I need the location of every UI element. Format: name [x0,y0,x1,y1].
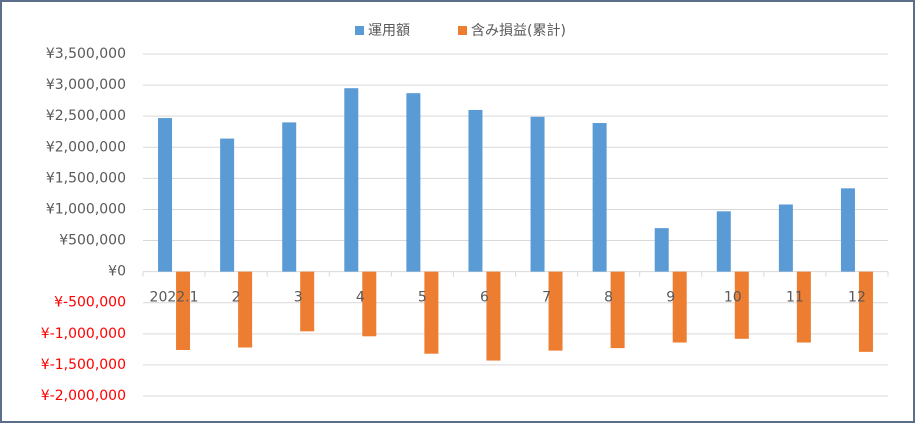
bar [406,93,421,272]
bar [734,271,749,339]
x-tick-label: 4 [356,290,365,306]
y-tick-label: ¥2,000,000 [46,139,126,155]
bar [716,211,731,272]
x-tick-label: 6 [480,290,489,306]
bar [548,271,563,351]
x-tick-label: 10 [724,290,742,306]
y-tick-label: ¥1,000,000 [46,201,126,217]
x-tick-label: 7 [542,290,551,306]
bar [362,271,377,337]
y-tick-label: ¥3,000,000 [46,77,126,93]
y-tick-label: ¥-500,000 [54,295,126,311]
y-tick-label: ¥3,500,000 [46,46,126,62]
legend-label: 含み損益(累計) [471,23,566,39]
bar [468,109,483,272]
bar [778,204,793,272]
bar [238,271,253,348]
x-tick-label: 2022.1 [150,290,199,306]
bar [300,271,315,332]
y-tick-label: ¥-1,000,000 [41,326,126,342]
x-tick-label: 8 [604,290,613,306]
legend-swatch [458,26,467,35]
x-tick-label: 9 [666,290,675,306]
legend-swatch [355,26,364,35]
y-tick-label: ¥1,500,000 [46,170,126,186]
y-tick-label: ¥2,500,000 [46,108,126,124]
bar [282,122,297,272]
bar [592,123,607,272]
bar [486,271,501,361]
x-tick-label: 3 [294,290,303,306]
bar [672,271,687,343]
legend-label: 運用額 [368,23,410,39]
bar [344,88,359,272]
bar [158,118,173,272]
bar [654,228,669,272]
y-tick-label: ¥-2,000,000 [41,388,126,404]
bar [176,271,191,350]
y-tick-label: ¥0 [108,264,126,280]
x-tick-label: 12 [848,290,866,306]
x-tick-label: 2 [232,290,241,306]
x-tick-label: 5 [418,290,427,306]
bar [220,138,235,272]
y-tick-label: ¥-1,500,000 [41,357,126,373]
bar [610,271,625,349]
bar [424,271,439,354]
bar [840,188,855,272]
bar [796,271,811,343]
bar [530,116,545,272]
y-tick-label: ¥500,000 [59,233,126,249]
bar [858,271,873,352]
x-tick-label: 11 [786,290,804,306]
